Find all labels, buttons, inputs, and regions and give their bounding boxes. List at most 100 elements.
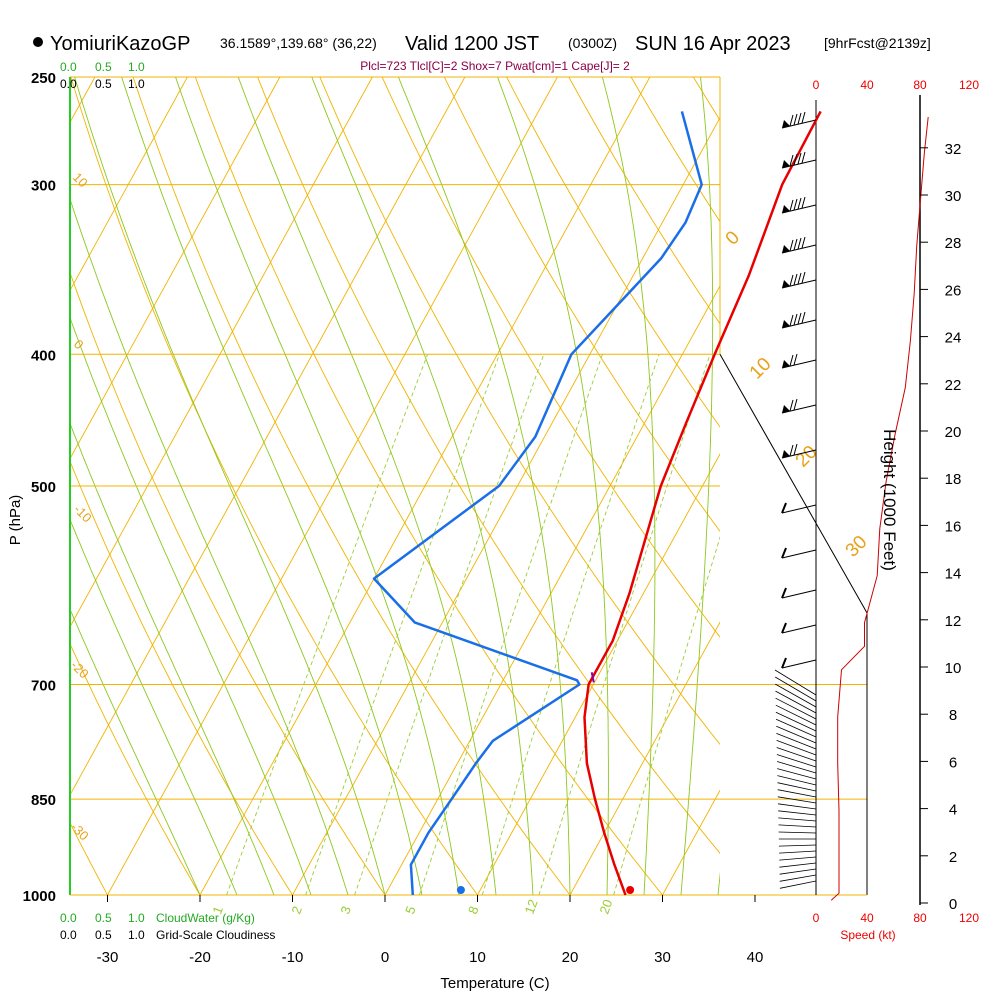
wind-barb-line [777,782,817,792]
wind-barb-staff [781,504,817,514]
wind-barb-line [776,761,817,774]
x-tick-label: -20 [189,949,211,966]
speed-top-0: 0 [813,78,820,92]
wind-barb-line [779,862,817,868]
cloudiness-top-05: 0.5 [95,77,112,91]
height-tick-label: 2 [949,849,957,866]
header: YomiuriKazoGP 36.1589°,139.68° (36,22) V… [33,33,931,73]
wind-barb-line [778,844,817,847]
wind-barb-line [777,803,817,810]
cloudwater-bottom-05: 0.5 [95,911,112,925]
wind-barb [781,353,817,369]
isotherm-label: -20 [68,658,92,682]
wind-barb-line [776,733,817,750]
speed-top-120: 120 [959,78,979,92]
moist-adiabat-line [680,77,714,895]
wind-barb-feather [801,111,806,124]
height-tick-label: 6 [949,754,957,771]
wind-barb [781,547,817,559]
cloudiness-bottom-0: 0.0 [60,928,77,942]
cloudwater-top-1: 1.0 [128,60,145,74]
moist-adiabat-line [70,518,238,895]
wind-barb-staff [781,279,817,289]
height-tick-label: 30 [945,188,962,205]
height-tick-label: 28 [945,235,962,252]
x-tick-label: 40 [747,949,764,966]
cloudiness-bottom-05: 0.5 [95,928,112,942]
moist-adiabat-line [601,77,656,895]
wind-barb-line [776,725,817,744]
wind-barb-staff [781,244,817,254]
y-axis-label: P (hPa) [7,495,24,546]
plot-frame [69,77,921,905]
wind-barb-feather [797,152,802,165]
speed-label: Speed (kt) [840,928,895,942]
speed-bottom-80: 80 [913,911,927,925]
moist-adiabat-line [397,77,571,895]
moist-adiabat-line [74,77,386,895]
wind-barb-pennant [782,245,790,253]
wind-barb-feather [797,312,802,325]
station-dot-icon [33,37,43,47]
pressure-tick-label: 1000 [23,888,56,905]
moist-adiabat-line [237,77,497,895]
mixing-ratio-label: 3 [337,904,354,916]
wind-barb-pennant [782,120,790,128]
wind-barb-staff [781,589,817,599]
wind-barb-line [779,850,817,854]
dry-adiabat-line [381,77,720,638]
wind-barb-feather [789,274,794,287]
wind-barb [781,443,817,459]
wind-barb-staff [781,319,817,329]
wind-barb-feather [789,399,794,412]
pressure-tick-label: 300 [31,178,56,195]
wind-barb-feather [797,272,802,285]
wind-barb-feather [801,196,806,209]
moist-adiabat-line [70,316,312,895]
speed-top-40: 40 [860,78,874,92]
x-tick-label: 20 [562,949,579,966]
wind-barb-staff [781,549,817,559]
cloudiness-label: Grid-Scale Cloudiness [156,928,275,942]
wind-barb [781,657,817,669]
wind-barb [781,271,817,289]
pressure-tick-label: 500 [31,479,56,496]
height-tick-label: 10 [945,660,962,677]
wind-barb-line [775,711,817,732]
wind-barb-pennant [782,320,790,328]
height-tick-label: 32 [945,141,962,158]
valid-date: SUN 16 Apr 2023 [635,33,791,55]
axes: Temperature (C) P (hPa) Height (1000 Fee… [7,70,961,992]
height-tick-label: 18 [945,471,962,488]
cloud-axes: 0.0 0.5 1.0 0.0 0.5 1.0 0.0 0.5 1.0 Clou… [60,60,979,942]
mixing-ratio-label: 20 [596,897,615,916]
lcl-marker [590,672,595,683]
moist-adiabat-line [717,871,720,895]
wind-barb-staff [781,119,817,129]
wind-barb-feather [781,547,787,559]
x-axis-label: Temperature (C) [440,975,549,992]
cloudiness-bottom-1: 1.0 [128,928,145,942]
station-coords: 36.1589°,139.68° (36,22) [220,35,377,51]
isotherm-line [0,77,2,895]
wind-barb [781,587,817,599]
wind-barb [781,196,817,214]
dry-adiabat-line [319,77,720,746]
diagram-lines [0,77,720,895]
wind-barb-pennant [782,450,790,458]
wind-barb-line [778,831,817,834]
wind-barb-line [777,796,817,804]
dry-adiabat-line [70,77,478,895]
wind-barb-feather [789,239,794,252]
wind-barb-line [774,669,817,696]
mixing-ratio-label: 8 [465,904,482,916]
speed-bottom-120: 120 [959,911,979,925]
moist-adiabat-line [311,77,534,895]
pressure-tick-label: 700 [31,678,56,695]
utc-time: (0300Z) [568,35,617,51]
wind-barb-line [775,690,817,714]
wind-barb-staff [781,449,817,459]
moist-adiabat-line [121,77,423,895]
wind-barb-feather [789,114,794,127]
mixing-ratio-label: 1 [209,904,226,916]
